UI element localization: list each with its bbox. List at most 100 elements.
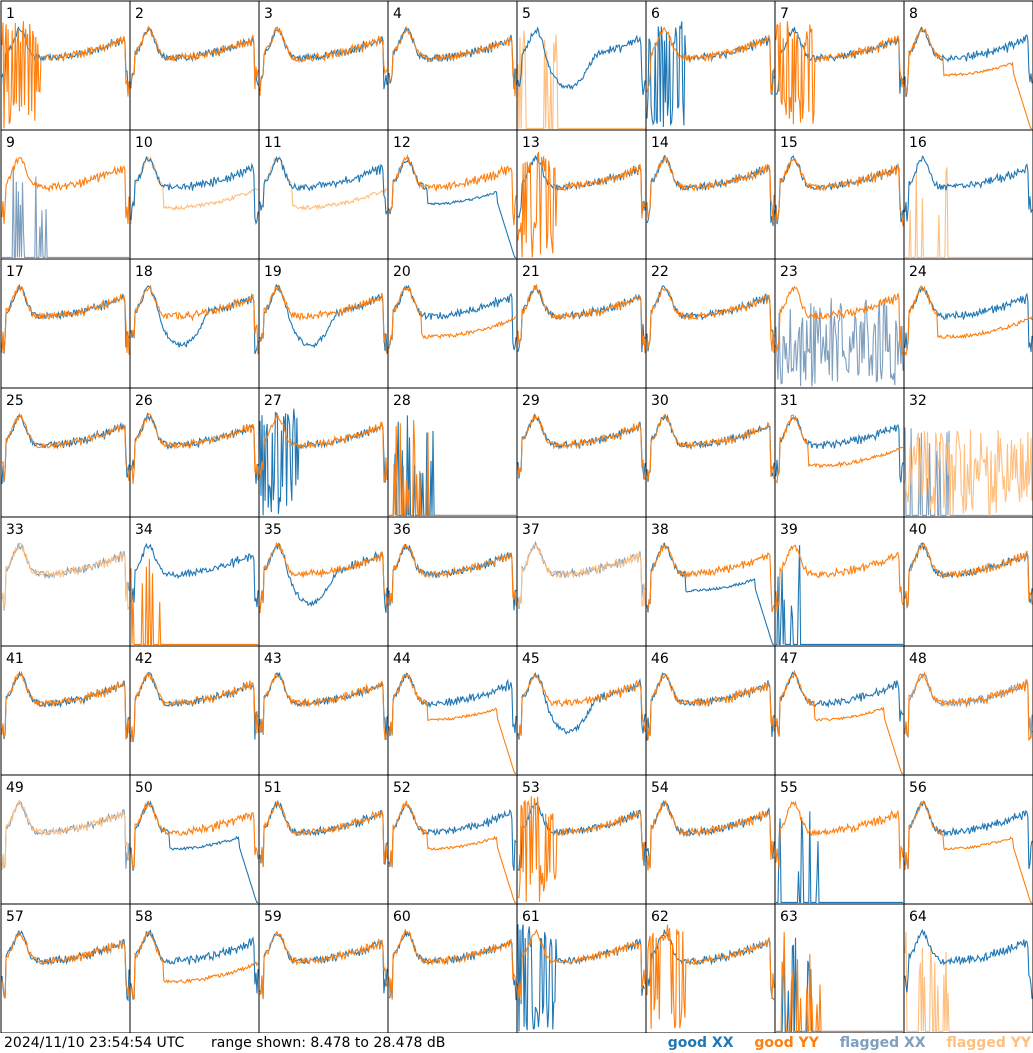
series-yy bbox=[130, 413, 259, 484]
panel-label: 64 bbox=[909, 909, 927, 925]
panel-9: 9 bbox=[0, 129, 131, 260]
panel-frame bbox=[129, 903, 260, 1033]
series-yy bbox=[1, 799, 130, 871]
panel-label: 43 bbox=[264, 651, 282, 667]
panel-frame bbox=[258, 516, 389, 647]
series-xx bbox=[388, 157, 516, 258]
panel-label: 40 bbox=[909, 522, 927, 538]
panel-56: 56 bbox=[903, 774, 1033, 905]
panel-frame bbox=[516, 903, 647, 1033]
panel-64: 64 bbox=[903, 903, 1033, 1033]
range-label: range shown: 8.478 to 28.478 dB bbox=[211, 1035, 446, 1051]
panel-label: 38 bbox=[651, 522, 669, 538]
series-yy bbox=[904, 429, 1033, 518]
panel-label: 9 bbox=[6, 135, 15, 151]
panel-frame bbox=[645, 129, 776, 260]
panel-frame bbox=[774, 129, 905, 260]
series-yy bbox=[517, 544, 646, 607]
panel-34: 34 bbox=[129, 516, 260, 647]
series-yy bbox=[775, 670, 903, 774]
series-yy bbox=[517, 673, 646, 739]
legend-good-xx: good XX bbox=[667, 1035, 734, 1051]
series-yy bbox=[1, 413, 130, 481]
series-yy bbox=[775, 285, 904, 356]
panel-label: 25 bbox=[6, 393, 24, 409]
panel-41: 41 bbox=[0, 645, 131, 776]
panel-frame bbox=[0, 516, 131, 647]
series-yy bbox=[388, 285, 517, 350]
series-yy bbox=[130, 284, 259, 355]
panel-frame bbox=[387, 903, 518, 1033]
panel-frame bbox=[258, 0, 389, 131]
panel-frame bbox=[903, 645, 1033, 776]
series-yy bbox=[1, 670, 130, 740]
series-yy bbox=[517, 796, 646, 902]
panel-37: 37 bbox=[516, 516, 647, 647]
panel-label: 53 bbox=[522, 780, 540, 796]
panel-24: 24 bbox=[903, 258, 1033, 389]
panel-17: 17 bbox=[0, 258, 131, 389]
panel-frame bbox=[645, 645, 776, 776]
series-xx bbox=[775, 298, 904, 387]
panel-label: 54 bbox=[651, 780, 669, 796]
panel-1: 1 bbox=[0, 0, 131, 131]
series-yy bbox=[904, 26, 1032, 129]
panel-47: 47 bbox=[774, 645, 905, 776]
panel-frame bbox=[387, 516, 518, 647]
panel-frame bbox=[258, 903, 389, 1033]
panel-label: 60 bbox=[393, 909, 411, 925]
panel-frame bbox=[0, 387, 131, 518]
series-yy bbox=[388, 543, 517, 607]
panel-frame bbox=[129, 387, 260, 518]
series-xx bbox=[130, 800, 258, 903]
panel-6: 6 bbox=[645, 0, 776, 131]
panel-39: 39 bbox=[774, 516, 905, 647]
footer: 2024/11/10 23:54:54 UTC range shown: 8.4… bbox=[0, 1033, 1033, 1053]
panel-label: 55 bbox=[780, 780, 798, 796]
panel-7: 7 bbox=[774, 0, 905, 131]
series-xx bbox=[904, 928, 1033, 999]
series-yy bbox=[776, 932, 903, 1032]
series-yy bbox=[646, 155, 775, 223]
series-xx bbox=[130, 155, 259, 225]
panel-label: 17 bbox=[6, 264, 24, 280]
panel-frame bbox=[258, 774, 389, 905]
panel-label: 2 bbox=[135, 6, 144, 22]
series-yy bbox=[259, 284, 388, 354]
panel-label: 50 bbox=[135, 780, 153, 796]
series-xx bbox=[388, 803, 517, 871]
panel-45: 45 bbox=[516, 645, 647, 776]
panel-label: 10 bbox=[135, 135, 153, 151]
series-yy bbox=[517, 414, 646, 480]
panel-label: 61 bbox=[522, 909, 540, 925]
panel-28: 28 bbox=[387, 387, 518, 518]
series-yy bbox=[775, 544, 904, 613]
panel-frame bbox=[0, 645, 131, 776]
series-yy bbox=[130, 25, 259, 90]
panel-label: 35 bbox=[264, 522, 282, 538]
series-yy bbox=[1, 284, 130, 355]
series-yy bbox=[259, 26, 388, 96]
panel-frame bbox=[129, 258, 260, 389]
panel-label: 34 bbox=[135, 522, 153, 538]
panel-label: 11 bbox=[264, 135, 282, 151]
series-yy bbox=[1, 542, 130, 611]
panel-21: 21 bbox=[516, 258, 647, 389]
series-xx bbox=[517, 26, 646, 96]
panel-38: 38 bbox=[645, 516, 776, 647]
panel-label: 18 bbox=[135, 264, 153, 280]
panel-frame bbox=[129, 774, 260, 905]
panel-frame bbox=[774, 387, 905, 518]
panel-14: 14 bbox=[645, 129, 776, 260]
legend: good XX good YY flagged XX flagged YY bbox=[652, 1035, 1031, 1051]
panel-frame bbox=[0, 129, 131, 260]
panel-label: 51 bbox=[264, 780, 282, 796]
panel-label: 20 bbox=[393, 264, 411, 280]
panel-frame bbox=[0, 903, 131, 1033]
series-yy bbox=[517, 30, 645, 129]
panel-label: 47 bbox=[780, 651, 798, 667]
panel-27: 27 bbox=[258, 387, 389, 518]
panel-label: 44 bbox=[393, 651, 411, 667]
panel-5: 5 bbox=[516, 0, 647, 131]
